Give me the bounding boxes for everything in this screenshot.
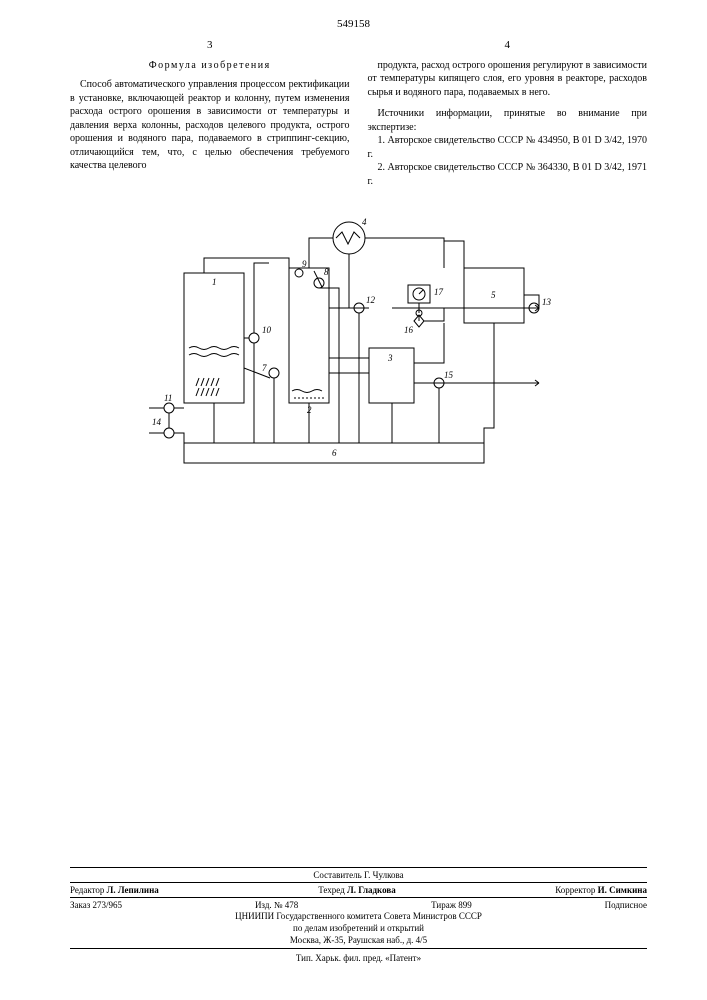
label-9: 9 xyxy=(302,259,307,269)
sources-heading: Источники информации, принятые во вниман… xyxy=(368,107,648,134)
org-row: ЦНИИПИ Государственного комитета Совета … xyxy=(70,911,647,946)
composer-name: Г. Чулкова xyxy=(364,870,404,880)
copies: Тираж 899 xyxy=(431,900,472,912)
source-1: 1. Авторское свидетельство СССР № 434950… xyxy=(368,134,648,161)
label-1: 1 xyxy=(212,277,217,287)
corrector: Корректор И. Симкина xyxy=(555,885,647,897)
text-columns: 3 Формула изобретения Способ автоматичес… xyxy=(0,30,707,188)
editors-row: Редактор Л. Лепилина Техред Л. Гладкова … xyxy=(70,882,647,897)
org2: по делам изобретений и открытий xyxy=(70,923,647,935)
tech-editor: Техред Л. Гладкова xyxy=(318,885,395,897)
label-3: 3 xyxy=(387,353,393,363)
col-number-left: 3 xyxy=(70,38,350,53)
left-column: 3 Формула изобретения Способ автоматичес… xyxy=(70,38,350,188)
label-16: 16 xyxy=(404,325,414,335)
composer-label: Составитель xyxy=(313,870,361,880)
label-8: 8 xyxy=(324,267,329,277)
edition-number: Изд. № 478 xyxy=(255,900,298,912)
diagram-svg: 1 2 3 4 5 6 7 8 9 10 11 12 13 14 15 16 1… xyxy=(144,213,564,503)
label-10: 10 xyxy=(262,325,272,335)
doc-number: 549158 xyxy=(0,0,707,30)
order-row: Заказ 273/965 Изд. № 478 Тираж 899 Подпи… xyxy=(70,897,647,912)
label-14: 14 xyxy=(152,417,162,427)
composer-row: Составитель Г. Чулкова xyxy=(70,867,647,882)
label-12: 12 xyxy=(366,295,376,305)
label-11: 11 xyxy=(164,393,172,403)
label-15: 15 xyxy=(444,370,454,380)
label-5: 5 xyxy=(491,290,496,300)
label-7: 7 xyxy=(262,363,267,373)
claim-heading: Формула изобретения xyxy=(70,59,350,73)
col-number-right: 4 xyxy=(368,38,648,53)
printer-row: Тип. Харьк. фил. пред. «Патент» xyxy=(70,948,647,965)
label-2: 2 xyxy=(307,405,312,415)
right-body: продукта, расход острого орошения регули… xyxy=(368,59,648,100)
org1: ЦНИИПИ Государственного комитета Совета … xyxy=(70,911,647,923)
order-number: Заказ 273/965 xyxy=(70,900,122,912)
subscription: Подписное xyxy=(605,900,647,912)
address: Москва, Ж-35, Раушская наб., д. 4/5 xyxy=(70,935,647,947)
credits: Составитель Г. Чулкова Редактор Л. Лепил… xyxy=(70,867,647,965)
right-column: 4 продукта, расход острого орошения регу… xyxy=(368,38,648,188)
editor: Редактор Л. Лепилина xyxy=(70,885,159,897)
label-6: 6 xyxy=(332,448,337,458)
process-diagram: 1 2 3 4 5 6 7 8 9 10 11 12 13 14 15 16 1… xyxy=(144,213,564,503)
left-body: Способ автоматического управления процес… xyxy=(70,78,350,173)
source-2: 2. Авторское свидетельство СССР № 364330… xyxy=(368,161,648,188)
label-13: 13 xyxy=(542,297,552,307)
label-4: 4 xyxy=(362,217,367,227)
label-17: 17 xyxy=(434,287,444,297)
